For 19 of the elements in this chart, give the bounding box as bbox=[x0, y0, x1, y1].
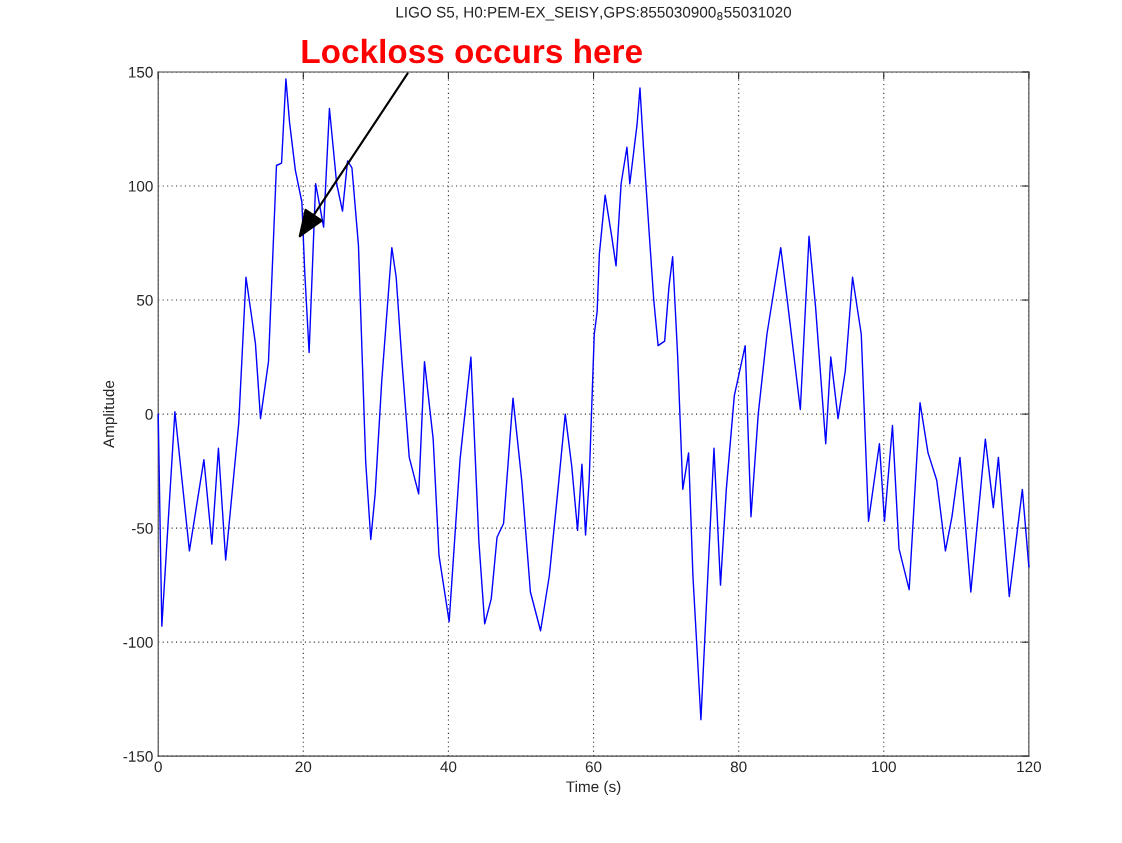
y-tick-label: -100 bbox=[123, 637, 153, 648]
y-tick-label: 50 bbox=[136, 294, 153, 306]
line-series bbox=[157, 78, 1030, 721]
x-tick-label: 20 bbox=[295, 761, 312, 773]
annotation: Lockloss occurs here bbox=[302, 38, 642, 64]
x-tick-label: 100 bbox=[872, 761, 896, 773]
x-axis-title: Time (s) bbox=[566, 780, 621, 796]
y-tick-label: 0 bbox=[145, 408, 153, 420]
x-tick-label: 60 bbox=[585, 761, 602, 773]
x-tick-label: 0 bbox=[154, 761, 162, 773]
x-tick-label: 120 bbox=[1017, 761, 1042, 773]
x-tick-label: 80 bbox=[730, 761, 747, 773]
y-axis-title: Amplitude bbox=[102, 380, 118, 449]
x-tick-label: 40 bbox=[440, 761, 457, 773]
y-tick-label: 150 bbox=[129, 66, 153, 78]
chart-title: LIGO S5, H0:PEM-EX_SEISY,GPS:855030900$_{8}$55031020 bbox=[396, 6, 792, 21]
y-tick-label: 100 bbox=[129, 180, 153, 192]
y-tick-label: -150 bbox=[123, 751, 153, 762]
y-tick-label: -50 bbox=[131, 522, 153, 534]
